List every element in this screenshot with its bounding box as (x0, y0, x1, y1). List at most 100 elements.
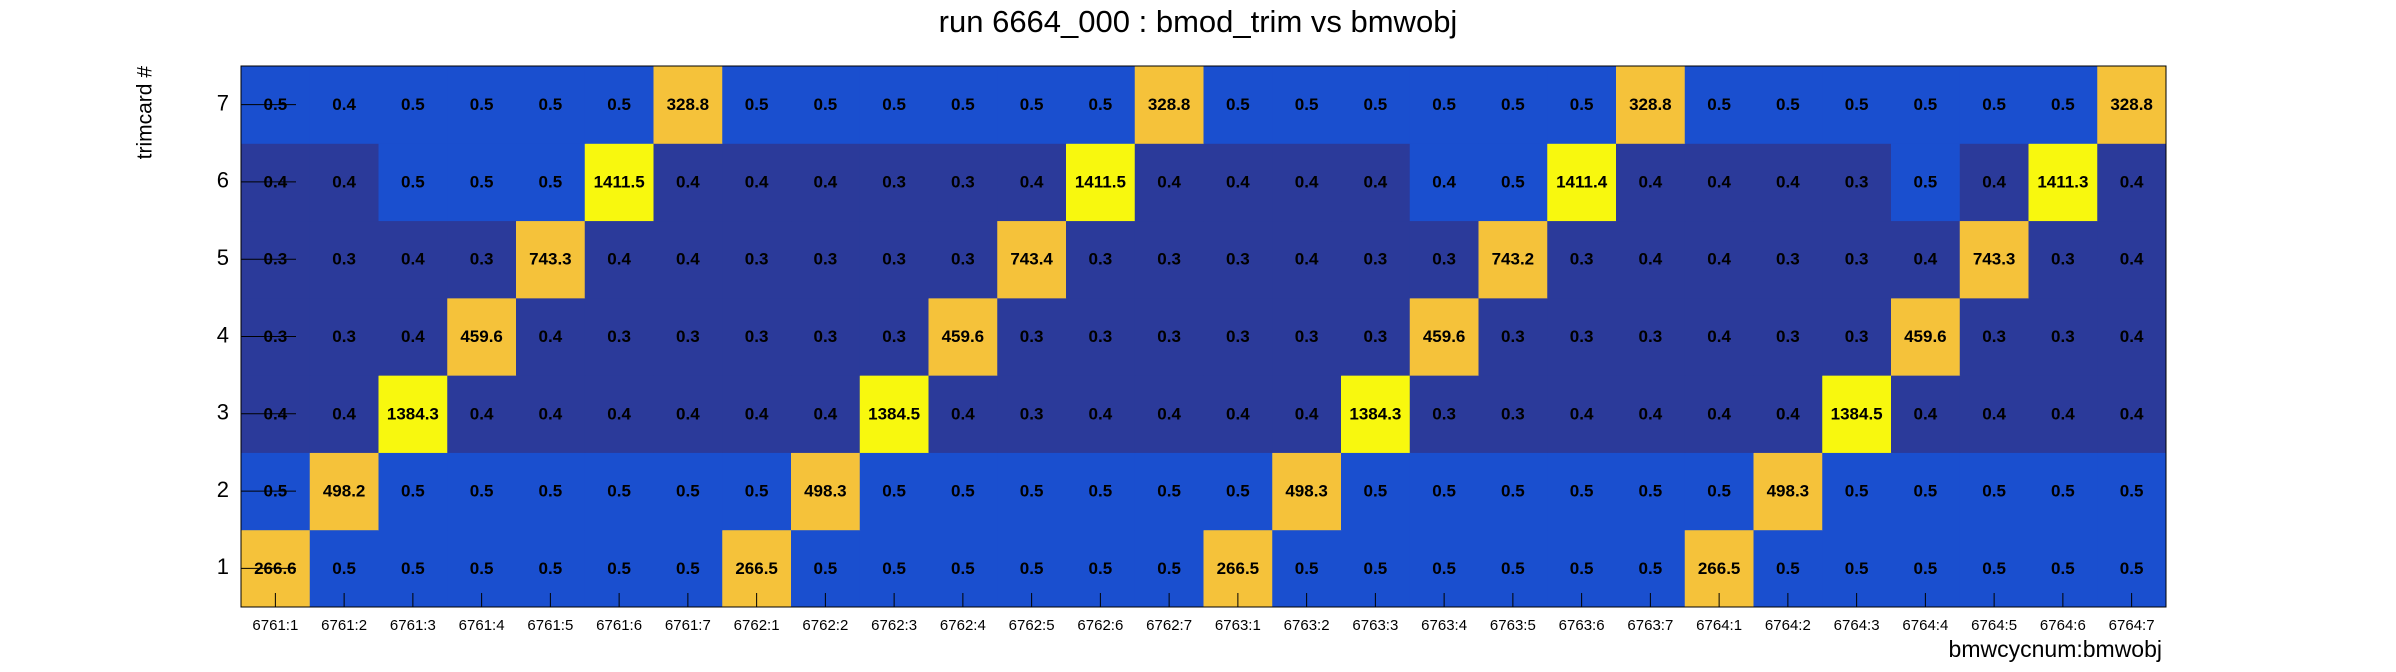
cell (1547, 375, 1617, 453)
cell-label: 0.5 (882, 95, 906, 114)
cell-label: 0.5 (1982, 559, 2006, 578)
cell (378, 143, 448, 222)
cell (1753, 297, 1823, 376)
cell (2028, 375, 2098, 453)
cell (997, 143, 1067, 222)
cell (1959, 66, 2029, 144)
cell-label: 0.4 (2120, 172, 2144, 191)
cell (791, 297, 861, 376)
cell-label: 0.5 (332, 559, 356, 578)
cell-label: 0.5 (1501, 482, 1525, 501)
cell (859, 143, 929, 222)
cell-label: 0.4 (1157, 404, 1181, 423)
cell-label: 498.3 (804, 482, 847, 501)
cell (1478, 220, 1548, 299)
cell (1684, 143, 1754, 222)
cell (1203, 143, 1273, 222)
x-tick-label: 6764:5 (1971, 617, 2017, 634)
cell-label: 0.4 (1295, 404, 1319, 423)
cell (1066, 297, 1136, 376)
x-tick-label: 6761:6 (596, 617, 642, 634)
cell (1959, 297, 2029, 376)
cell (653, 220, 723, 299)
cell-label: 328.8 (2110, 95, 2153, 114)
cell (2028, 297, 2098, 376)
cell (1959, 220, 2029, 299)
cell-label: 1411.3 (2037, 172, 2088, 191)
cell-label: 0.3 (1089, 327, 1113, 346)
cell-label: 0.5 (539, 95, 563, 114)
cell (859, 375, 929, 453)
cell-label: 0.3 (1432, 404, 1456, 423)
cell (1753, 66, 1823, 144)
cell (2097, 66, 2167, 144)
x-tick-label: 6761:1 (252, 617, 298, 634)
cell (1066, 375, 1136, 453)
cell (378, 297, 448, 376)
cell (1753, 220, 1823, 299)
cell-label: 0.4 (1089, 404, 1113, 423)
cell-label: 0.3 (1020, 327, 1044, 346)
cell-label: 498.3 (1767, 482, 1810, 501)
cell-label: 0.3 (332, 327, 356, 346)
cell (791, 452, 861, 531)
cell (653, 452, 723, 531)
cell-label: 0.3 (1226, 250, 1250, 269)
cell (997, 375, 1067, 453)
cell-label: 0.5 (1364, 95, 1388, 114)
cell-label: 0.4 (1157, 172, 1181, 191)
cell (309, 452, 379, 531)
cell-label: 0.5 (2051, 95, 2075, 114)
x-tick-label: 6763:2 (1284, 617, 1330, 634)
y-tick-label: 3 (217, 400, 229, 425)
cell (1547, 143, 1617, 222)
cell (997, 297, 1067, 376)
cell-label: 0.5 (1707, 95, 1731, 114)
cell-label: 0.5 (745, 482, 769, 501)
cell (1409, 143, 1479, 222)
cell (1341, 375, 1411, 453)
cell-label: 0.3 (607, 327, 631, 346)
cell (1822, 220, 1892, 299)
cell-label: 0.5 (1432, 482, 1456, 501)
cell-label: 0.3 (470, 250, 494, 269)
x-tick-label: 6762:2 (802, 617, 848, 634)
cell (1272, 220, 1342, 299)
cell-label: 0.4 (1707, 172, 1731, 191)
cell (584, 220, 654, 299)
cell-label: 0.4 (1982, 404, 2006, 423)
cell (653, 66, 723, 144)
cell (584, 452, 654, 531)
cell-label: 0.4 (1982, 172, 2006, 191)
cell (1547, 66, 1617, 144)
cell (1203, 297, 1273, 376)
cell (378, 220, 448, 299)
cell-label: 0.5 (1432, 95, 1456, 114)
cell-label: 0.3 (1432, 250, 1456, 269)
cell-label: 0.5 (470, 559, 494, 578)
cell (1134, 143, 1204, 222)
cell (584, 143, 654, 222)
cell-label: 0.4 (814, 172, 838, 191)
cell-label: 0.5 (951, 95, 975, 114)
y-tick-label: 7 (217, 90, 229, 115)
cell (1616, 452, 1686, 531)
cell (1616, 375, 1686, 453)
x-tick-label: 6761:4 (459, 617, 505, 634)
cell (516, 66, 586, 144)
cell-label: 0.5 (1776, 559, 1800, 578)
cell-label: 0.5 (1364, 482, 1388, 501)
cell (2097, 220, 2167, 299)
cell-label: 0.4 (1432, 172, 1456, 191)
cell (1134, 297, 1204, 376)
cell (584, 297, 654, 376)
cell-label: 0.4 (1639, 404, 1663, 423)
cell-label: 0.5 (1639, 482, 1663, 501)
cell (1066, 452, 1136, 531)
cell (653, 297, 723, 376)
cell-label: 0.4 (676, 250, 700, 269)
x-tick-label: 6761:5 (527, 617, 573, 634)
cell (1891, 375, 1961, 453)
cell (1272, 66, 1342, 144)
cell (447, 452, 517, 531)
